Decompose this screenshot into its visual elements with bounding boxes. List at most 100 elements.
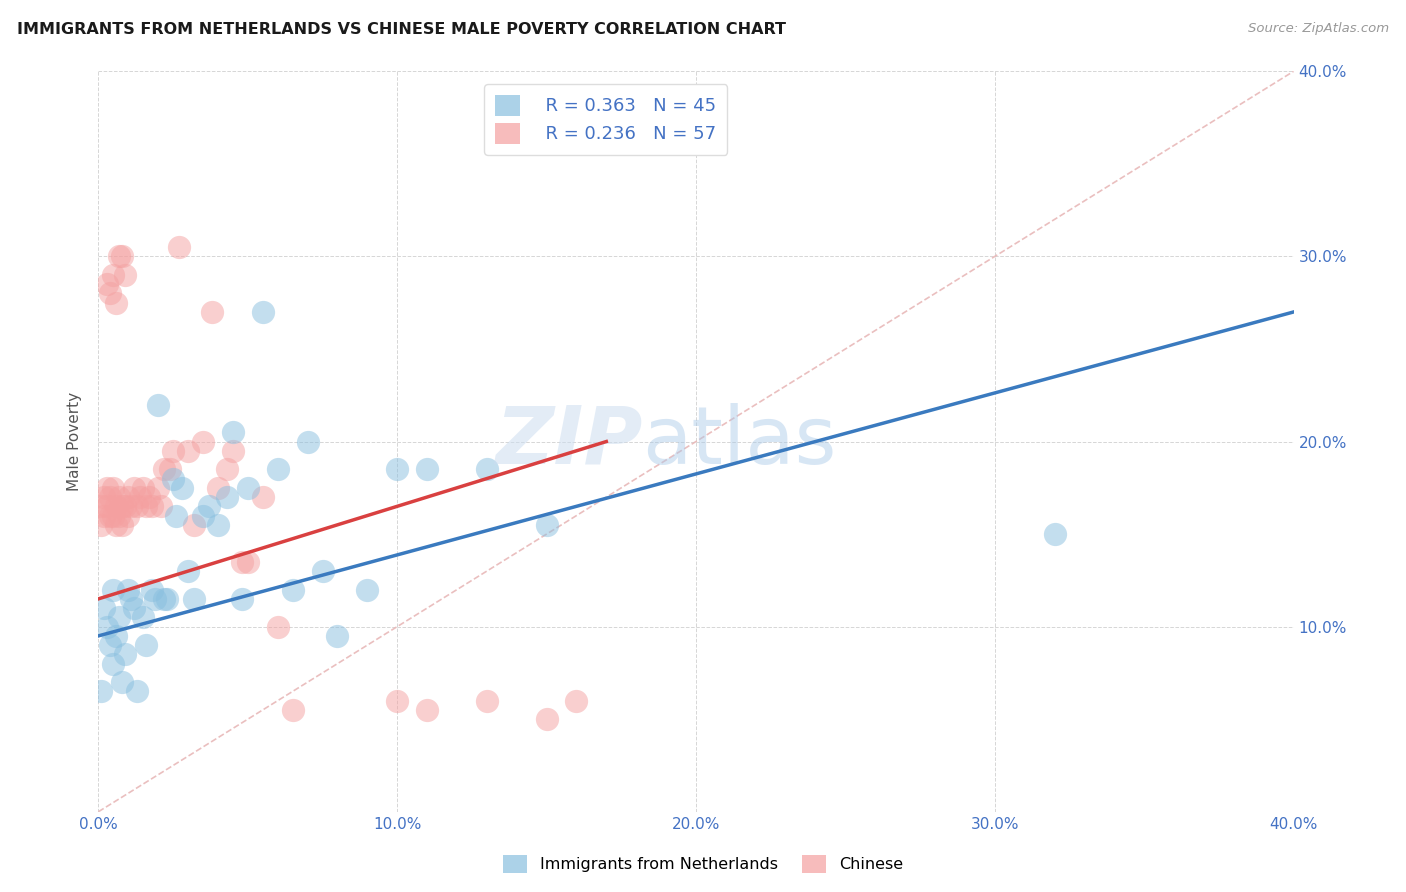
Point — [167, 240, 190, 254]
Point — [114, 268, 136, 282]
Point — [141, 582, 163, 597]
Point — [120, 500, 142, 514]
Text: Source: ZipAtlas.com: Source: ZipAtlas.com — [1249, 22, 1389, 36]
Point — [103, 481, 125, 495]
Legend:   R = 0.363   N = 45,   R = 0.236   N = 57: R = 0.363 N = 45, R = 0.236 N = 57 — [484, 84, 727, 154]
Point — [132, 481, 155, 495]
Point — [105, 295, 128, 310]
Point — [108, 610, 131, 624]
Point — [281, 703, 304, 717]
Point — [117, 490, 139, 504]
Point — [177, 443, 200, 458]
Point — [111, 675, 134, 690]
Point — [183, 591, 205, 606]
Point — [165, 508, 187, 523]
Point — [93, 490, 115, 504]
Point — [326, 629, 349, 643]
Point — [103, 268, 125, 282]
Point — [148, 481, 170, 495]
Point — [135, 500, 157, 514]
Point — [114, 648, 136, 662]
Point — [96, 277, 118, 292]
Point — [143, 591, 166, 606]
Point — [103, 508, 125, 523]
Point — [93, 508, 115, 523]
Point — [162, 443, 184, 458]
Point — [90, 500, 112, 514]
Point — [150, 500, 173, 514]
Point — [114, 500, 136, 514]
Point — [96, 481, 118, 495]
Point — [138, 490, 160, 504]
Point — [1043, 527, 1066, 541]
Point — [105, 500, 128, 514]
Point — [108, 508, 131, 523]
Point — [105, 517, 128, 532]
Point — [153, 591, 176, 606]
Point — [162, 472, 184, 486]
Point — [416, 462, 439, 476]
Text: IMMIGRANTS FROM NETHERLANDS VS CHINESE MALE POVERTY CORRELATION CHART: IMMIGRANTS FROM NETHERLANDS VS CHINESE M… — [17, 22, 786, 37]
Point — [475, 462, 498, 476]
Point — [124, 481, 146, 495]
Point — [148, 398, 170, 412]
Point — [132, 610, 155, 624]
Point — [153, 462, 176, 476]
Point — [207, 517, 229, 532]
Point — [141, 500, 163, 514]
Point — [183, 517, 205, 532]
Point — [111, 500, 134, 514]
Point — [127, 684, 149, 698]
Point — [565, 694, 588, 708]
Point — [108, 250, 131, 264]
Point — [311, 564, 333, 578]
Point — [117, 582, 139, 597]
Point — [90, 517, 112, 532]
Point — [120, 591, 142, 606]
Point — [475, 694, 498, 708]
Point — [105, 629, 128, 643]
Point — [98, 638, 122, 652]
Point — [297, 434, 319, 449]
Point — [124, 601, 146, 615]
Point — [156, 591, 179, 606]
Point — [191, 508, 214, 523]
Point — [159, 462, 181, 476]
Point — [222, 425, 245, 440]
Point — [385, 462, 409, 476]
Point — [117, 508, 139, 523]
Point — [191, 434, 214, 449]
Point — [111, 517, 134, 532]
Point — [198, 500, 221, 514]
Point — [356, 582, 378, 597]
Point — [215, 462, 238, 476]
Point — [267, 462, 290, 476]
Point — [96, 619, 118, 633]
Text: ZIP: ZIP — [495, 402, 643, 481]
Point — [536, 712, 558, 726]
Point — [103, 657, 125, 671]
Point — [385, 694, 409, 708]
Y-axis label: Male Poverty: Male Poverty — [67, 392, 83, 491]
Point — [93, 601, 115, 615]
Point — [536, 517, 558, 532]
Point — [108, 490, 131, 504]
Point — [215, 490, 238, 504]
Point — [129, 490, 152, 504]
Point — [98, 508, 122, 523]
Point — [252, 490, 274, 504]
Point — [267, 619, 290, 633]
Point — [96, 500, 118, 514]
Point — [207, 481, 229, 495]
Point — [177, 564, 200, 578]
Point — [231, 591, 253, 606]
Point — [416, 703, 439, 717]
Point — [231, 555, 253, 569]
Point — [90, 684, 112, 698]
Point — [98, 490, 122, 504]
Point — [236, 555, 259, 569]
Text: atlas: atlas — [643, 402, 837, 481]
Point — [172, 481, 194, 495]
Point — [281, 582, 304, 597]
Point — [201, 305, 224, 319]
